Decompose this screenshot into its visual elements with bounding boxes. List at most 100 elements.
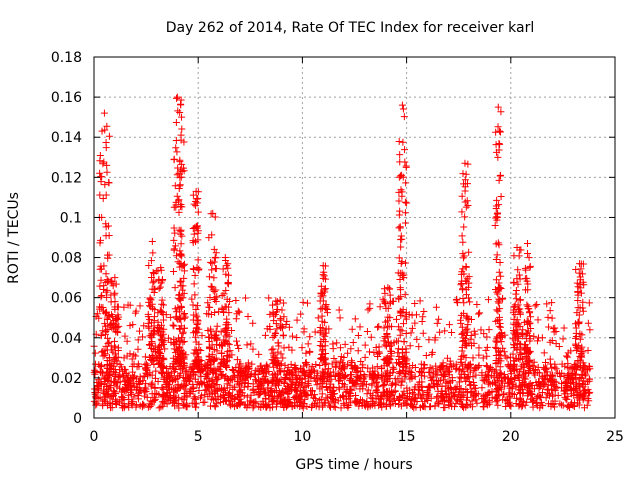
data-point [540, 349, 548, 357]
data-point [296, 382, 304, 390]
data-point [534, 316, 542, 324]
data-point [377, 372, 385, 380]
data-point [493, 251, 501, 259]
data-point [225, 271, 233, 279]
data-point [91, 366, 99, 374]
data-point [143, 364, 151, 372]
data-point [111, 354, 119, 362]
data-point [453, 295, 461, 303]
data-point [100, 282, 108, 290]
data-point [163, 365, 171, 373]
data-point [170, 245, 178, 253]
data-point [96, 151, 104, 159]
data-point [460, 367, 468, 375]
data-point [148, 371, 156, 379]
data-point [124, 379, 132, 387]
data-point [238, 371, 246, 379]
data-point [552, 340, 560, 348]
data-point [318, 304, 326, 312]
data-point [506, 353, 514, 361]
data-point [585, 375, 593, 383]
data-point [410, 390, 418, 398]
data-point [309, 394, 317, 402]
data-point [132, 352, 140, 360]
data-point [363, 390, 371, 398]
data-point [255, 350, 263, 358]
data-point [277, 360, 285, 368]
data-point [483, 391, 491, 399]
data-point [134, 395, 142, 403]
data-point [172, 365, 180, 373]
data-point [363, 327, 371, 335]
data-point [556, 400, 564, 408]
data-point [431, 336, 439, 344]
data-point [545, 323, 553, 331]
data-point [448, 328, 456, 336]
data-point [512, 286, 520, 294]
data-point [399, 345, 407, 353]
data-point [121, 332, 129, 340]
data-point [572, 343, 580, 351]
data-point [529, 403, 537, 411]
data-point [320, 268, 328, 276]
data-point [213, 293, 221, 301]
data-point [232, 315, 240, 323]
data-point [336, 376, 344, 384]
data-point [415, 368, 423, 376]
data-point [212, 400, 220, 408]
data-point [547, 386, 555, 394]
data-point [563, 403, 571, 411]
data-point [576, 260, 584, 268]
data-point [516, 394, 524, 402]
data-point [160, 301, 168, 309]
data-point [461, 213, 469, 221]
data-point [195, 387, 203, 395]
data-point [376, 303, 384, 311]
data-point [103, 314, 111, 322]
data-point [420, 402, 428, 410]
data-point [270, 353, 278, 361]
data-point [516, 310, 524, 318]
data-point [310, 367, 318, 375]
data-point [102, 288, 110, 296]
data-point [397, 381, 405, 389]
data-point [408, 324, 416, 332]
data-point [383, 317, 391, 325]
data-point [128, 399, 136, 407]
data-point [537, 398, 545, 406]
data-point [558, 401, 566, 409]
data-point [522, 330, 530, 338]
data-point [179, 374, 187, 382]
data-point [494, 316, 502, 324]
data-point [194, 208, 202, 216]
data-point [272, 297, 280, 305]
data-point [120, 395, 128, 403]
data-point [314, 314, 322, 322]
data-point [233, 337, 241, 345]
data-point [381, 289, 389, 297]
data-point [401, 198, 409, 206]
data-point [458, 323, 466, 331]
data-point [463, 388, 471, 396]
data-point [173, 192, 181, 200]
data-point [361, 341, 369, 349]
data-point [151, 374, 159, 382]
data-point [443, 354, 451, 362]
data-point [127, 374, 135, 382]
y-tick-label: 0.06 [51, 291, 82, 307]
data-point [101, 322, 109, 330]
data-point [408, 311, 416, 319]
data-point [339, 392, 347, 400]
data-point [459, 254, 467, 262]
data-point [411, 300, 419, 308]
data-point [363, 399, 371, 407]
data-point [544, 313, 552, 321]
data-point [96, 379, 104, 387]
data-point [190, 200, 198, 208]
y-tick-label: 0.08 [51, 251, 82, 267]
data-point [375, 343, 383, 351]
data-point [207, 282, 215, 290]
data-point [396, 275, 404, 283]
data-point [228, 326, 236, 334]
data-point [97, 262, 105, 270]
